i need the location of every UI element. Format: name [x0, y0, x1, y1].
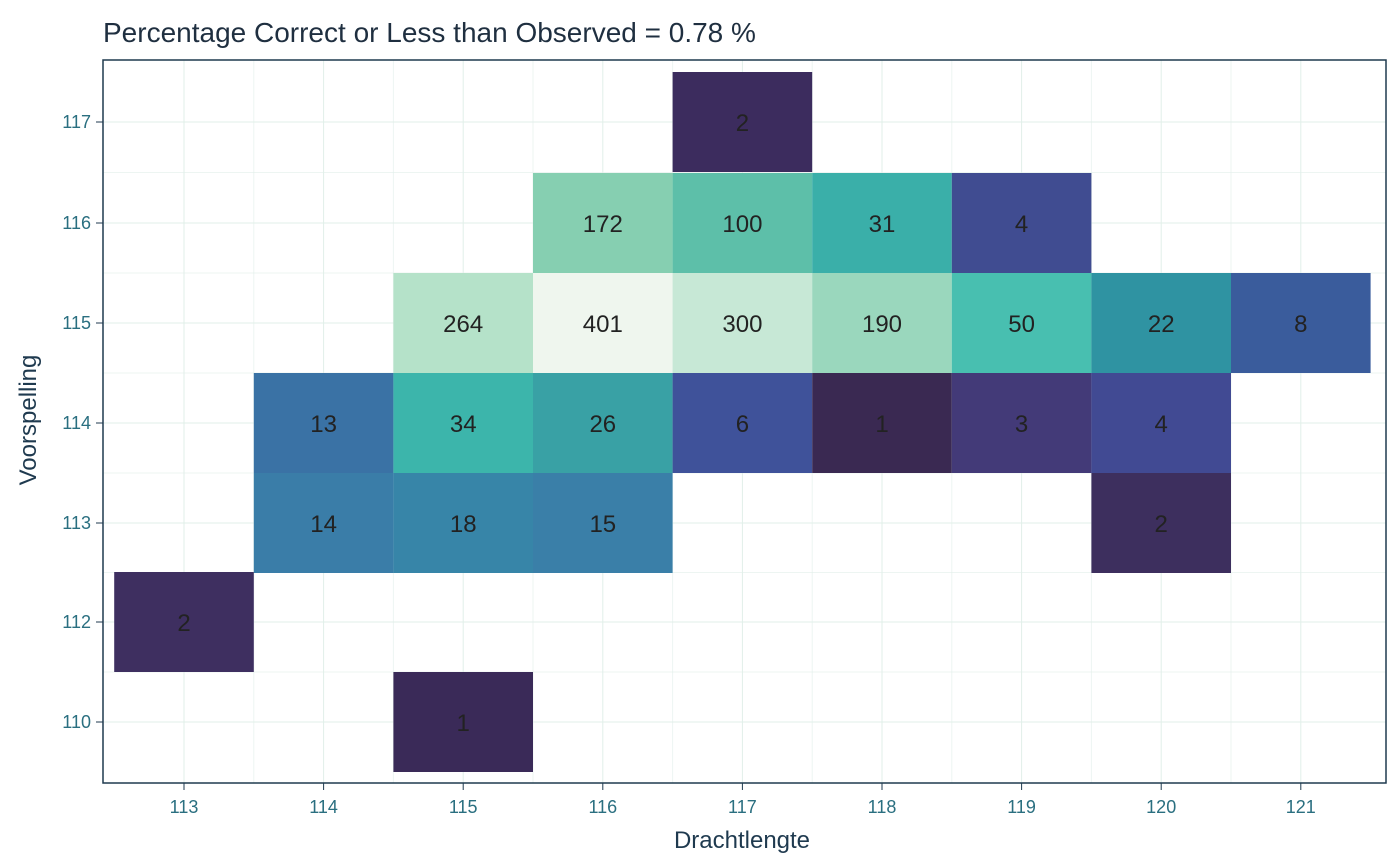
heatmap-cell — [393, 273, 533, 373]
heatmap-cells — [114, 72, 1371, 772]
cell-value-label: 18 — [450, 511, 477, 538]
y-axis-ticks: 117 116 115 114 113 112 110 — [62, 112, 103, 732]
cell-value-label: 4 — [1155, 411, 1168, 438]
heatmap-cell — [812, 373, 952, 473]
cell-value-label: 31 — [869, 211, 896, 238]
y-tick-label: 117 — [62, 112, 91, 132]
cell-value-label: 34 — [450, 411, 477, 438]
heatmap-cell — [393, 373, 533, 473]
heatmap-cell — [1091, 273, 1231, 373]
cell-value-label: 13 — [310, 411, 337, 438]
heatmap-cell — [533, 473, 673, 573]
cell-value-label: 264 — [443, 311, 483, 338]
heatmap-cell — [672, 273, 813, 373]
cell-value-label: 300 — [722, 311, 762, 338]
heatmap-cell — [951, 173, 1092, 273]
cell-value-label: 14 — [310, 511, 337, 538]
cell-value-label: 2 — [736, 110, 749, 137]
x-tick-label: 114 — [309, 797, 338, 817]
x-tick-label: 119 — [1007, 797, 1036, 817]
x-tick-label: 115 — [449, 797, 478, 817]
cell-value-label: 8 — [1294, 311, 1307, 338]
heatmap-cell — [1231, 273, 1371, 373]
x-tick-label: 121 — [1286, 797, 1316, 817]
y-tick-label: 114 — [62, 413, 91, 433]
heatmap-cell — [812, 173, 952, 273]
x-tick-label: 113 — [170, 797, 199, 817]
cell-value-label: 15 — [589, 511, 616, 538]
heatmap-cell — [114, 572, 254, 672]
cell-value-label: 401 — [583, 311, 623, 338]
y-tick-label: 112 — [62, 612, 91, 632]
cell-value-label: 100 — [722, 211, 762, 238]
heatmap-cell — [533, 173, 673, 273]
cell-value-label: 6 — [736, 411, 749, 438]
cell-value-label: 50 — [1008, 311, 1035, 338]
cell-value-label: 2 — [177, 610, 190, 637]
cell-value-label: 3 — [1015, 411, 1028, 438]
heatmap-cell — [951, 373, 1092, 473]
x-tick-label: 117 — [728, 797, 757, 817]
x-tick-label: 116 — [588, 797, 617, 817]
heatmap-cell — [533, 373, 673, 473]
heatmap-cell — [533, 273, 673, 373]
cell-value-label: 4 — [1015, 211, 1028, 238]
x-tick-label: 120 — [1146, 797, 1176, 817]
heatmap-cell — [253, 473, 394, 573]
y-tick-label: 115 — [62, 313, 91, 333]
cell-value-label: 190 — [862, 311, 902, 338]
cell-value-label: 172 — [583, 211, 623, 238]
cell-value-label: 22 — [1148, 311, 1175, 338]
heatmap-cell — [951, 273, 1092, 373]
heatmap-cell — [672, 173, 813, 273]
y-tick-label: 116 — [62, 213, 91, 233]
y-tick-label: 110 — [62, 712, 91, 732]
heatmap-cell — [1091, 373, 1231, 473]
heatmap-cell — [812, 273, 952, 373]
x-axis-title: Drachtlengte — [674, 827, 810, 854]
chart-title: Percentage Correct or Less than Observed… — [103, 17, 756, 48]
x-tick-label: 118 — [868, 797, 897, 817]
heatmap-cell — [672, 373, 813, 473]
heatmap-cell — [1091, 473, 1231, 573]
heatmap-cell — [672, 72, 813, 172]
heatmap-cell — [393, 473, 533, 573]
cell-value-label: 26 — [589, 411, 616, 438]
cell-value-label: 2 — [1155, 511, 1168, 538]
cell-value-label: 1 — [875, 411, 888, 438]
heatmap-cell — [253, 373, 394, 473]
plot-panel-border — [102, 59, 1387, 784]
y-axis-title: Voorspelling — [15, 355, 42, 486]
heatmap-cell — [393, 672, 533, 772]
cell-value-label: 1 — [457, 710, 470, 737]
x-axis-ticks: 113 114 115 116 117 118 119 120 121 — [170, 783, 1316, 817]
y-tick-label: 113 — [62, 513, 91, 533]
